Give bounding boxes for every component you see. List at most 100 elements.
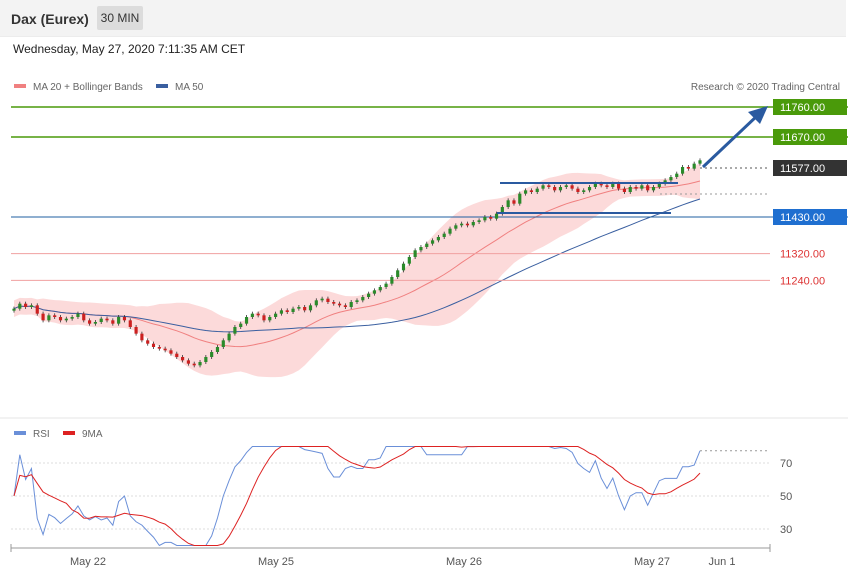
price-levels (11, 106, 848, 281)
candle-body (256, 313, 260, 316)
candle-body (76, 313, 80, 317)
rsi-tick-label: 50 (780, 491, 792, 503)
candle-body (70, 317, 74, 319)
timestamp: Wednesday, May 27, 2020 7:11:35 AM CET (13, 42, 246, 56)
ma50-line (13, 198, 701, 333)
candle-body (349, 302, 353, 307)
candle-body (122, 317, 127, 321)
rsi-tick-label: 70 (780, 458, 792, 470)
candle-body (93, 322, 97, 324)
candle-body (186, 360, 190, 364)
candle-body (442, 233, 446, 237)
level-label-bg-resistance (773, 129, 847, 145)
candle-body (204, 357, 208, 362)
candle-body (367, 293, 371, 297)
candle-body (396, 270, 400, 277)
rsi-panel: 30 50 70 (11, 446, 792, 547)
header-bar: Dax (Eurex) 30 MIN (0, 0, 846, 37)
candle-body (239, 323, 243, 327)
candle-body (268, 317, 272, 321)
level-labels: 11760.00 11670.00 11577.00 11430.00 11320.00… (773, 99, 847, 287)
candle-body (669, 177, 673, 181)
candle-body (675, 173, 679, 177)
candle-body (378, 287, 382, 291)
candle-body (512, 200, 516, 204)
candle-body (303, 307, 307, 311)
consolidation-box (497, 182, 678, 214)
candle-body (361, 297, 365, 301)
candle-body (413, 250, 417, 257)
ma20-legend-swatch (14, 84, 26, 88)
candle-body (582, 190, 586, 192)
level-label-bg-support (773, 209, 847, 225)
candle-body (547, 185, 551, 187)
candle-body (151, 343, 156, 347)
candle-body (558, 187, 563, 191)
candle-body (576, 188, 580, 192)
ma20-legend-label: MA 20 + Bollinger Bands (33, 82, 143, 93)
candle-body (651, 187, 656, 191)
candle-body (18, 303, 22, 309)
candle-body (181, 357, 185, 361)
candle-body (401, 263, 406, 271)
candle-body (617, 183, 621, 189)
candle-body (698, 160, 702, 164)
candle-body (355, 300, 359, 302)
ma9-legend-swatch (63, 431, 75, 435)
candle-body (564, 185, 568, 187)
candle-body (506, 200, 510, 207)
candle-body (407, 257, 411, 264)
candle-body (29, 305, 34, 307)
candle-body (87, 320, 92, 324)
candle-body (134, 327, 138, 334)
candle-body (500, 207, 504, 214)
candle-body (460, 223, 464, 226)
candle-body (215, 347, 220, 352)
level-label-resistance: 11760.00 (780, 102, 825, 114)
candle-body (640, 185, 644, 189)
candle-body (35, 305, 39, 314)
candle-body (221, 340, 225, 347)
level-label-resistance: 11670.00 (780, 132, 825, 144)
candle-body (518, 193, 522, 204)
candle-body (646, 185, 650, 191)
candle-body (384, 283, 388, 287)
candle-body (372, 290, 377, 294)
candle-body (483, 217, 487, 221)
candle-body (105, 318, 109, 321)
candle-body (82, 313, 86, 321)
level-label-support: 11430.00 (780, 212, 825, 224)
candle-body (587, 187, 592, 191)
copyright-text: Research © 2020 Trading Central (691, 82, 840, 93)
candle-body (314, 300, 318, 306)
candle-body (146, 340, 150, 344)
timeframe-button[interactable]: 30 MIN (97, 6, 143, 30)
candle-body (448, 228, 452, 234)
bollinger-band-area (14, 162, 700, 378)
candle-body (611, 183, 615, 187)
candle-body (436, 237, 440, 241)
candle-body (47, 315, 51, 321)
candle-body (117, 317, 121, 324)
candle-body (465, 223, 470, 226)
candle-body (471, 222, 475, 226)
candle-body (233, 327, 237, 334)
candle-body (291, 308, 295, 312)
candle-body (332, 302, 336, 304)
candle-body (163, 348, 167, 351)
rsi-legend-label: RSI (33, 429, 50, 440)
instrument-title: Dax (Eurex) (11, 11, 89, 27)
candle-body (430, 240, 435, 244)
candle-body (262, 315, 266, 321)
candle-body (337, 303, 342, 306)
arrow-head (748, 106, 768, 124)
x-tick-label: May 26 (446, 556, 482, 568)
candle-body (128, 320, 132, 327)
candle-body (274, 313, 278, 317)
ma50-legend-label: MA 50 (175, 82, 204, 93)
candle-body (692, 163, 696, 169)
candle-body (605, 185, 609, 187)
rsi-ma-line (13, 446, 701, 546)
candle-body (425, 243, 429, 247)
